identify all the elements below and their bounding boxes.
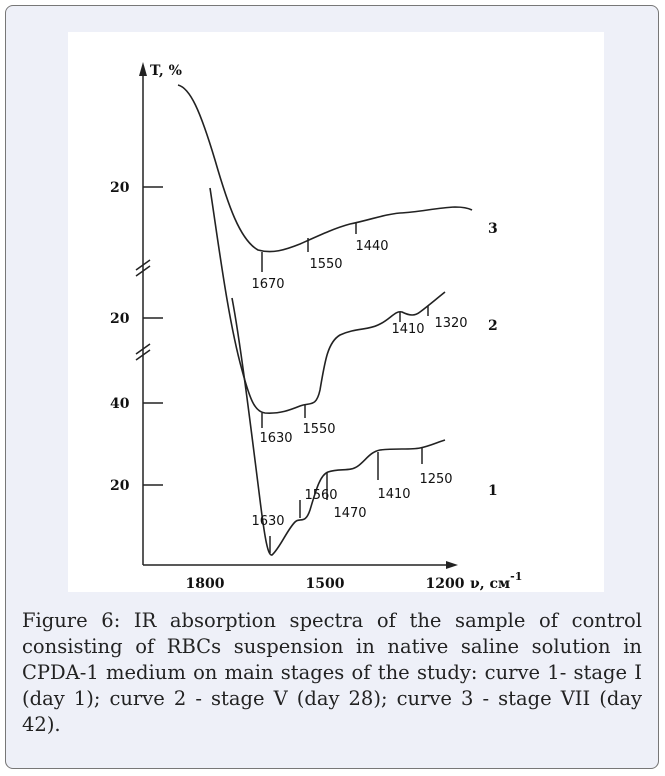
y-tick-label: 20 — [110, 478, 130, 494]
y-arrow — [139, 62, 147, 76]
peak-label: 1550 — [309, 257, 342, 272]
x-tick-label: 1200 — [426, 576, 465, 592]
figure-image: T, % 20 20 40 20 1800 1500 1200 ν, см-1 … — [68, 32, 604, 592]
curve-label: 2 — [488, 318, 498, 334]
x-axis-exponent: -1 — [510, 570, 522, 583]
x-axis-label: ν, см-1 — [470, 570, 522, 592]
spectrum-plot: T, % 20 20 40 20 1800 1500 1200 ν, см-1 … — [110, 62, 522, 592]
axis-break — [135, 265, 151, 277]
peak-label: 1630 — [251, 514, 284, 529]
axis-break — [135, 343, 151, 355]
curve-2 — [209, 187, 446, 414]
peak-label: 1630 — [259, 431, 292, 446]
x-axis-label-text: ν, см — [470, 576, 510, 592]
peak-label: 1320 — [434, 316, 467, 331]
peak-label: 1670 — [251, 277, 284, 292]
x-tick-label: 1500 — [306, 576, 345, 592]
y-tick-label: 20 — [110, 311, 130, 327]
peak-label: 1560 — [304, 488, 337, 503]
curve-label: 3 — [488, 221, 498, 237]
axis-break — [135, 349, 151, 361]
x-arrow — [446, 561, 458, 569]
peak-label: 1410 — [391, 322, 424, 337]
y-axis-label: T, % — [150, 63, 182, 79]
peak-label: 1410 — [377, 487, 410, 502]
x-tick-label: 1800 — [186, 576, 225, 592]
figure-caption: Figure 6: IR absorption spectra of the s… — [22, 609, 642, 736]
curve-label: 1 — [488, 483, 498, 499]
peak-label: 1250 — [419, 472, 452, 487]
curve-3 — [177, 84, 473, 253]
y-tick-label: 20 — [110, 180, 130, 196]
peak-label: 1470 — [333, 506, 366, 521]
axis-break — [135, 259, 151, 271]
y-tick-label: 40 — [110, 396, 130, 412]
peak-label: 1550 — [302, 422, 335, 437]
curve-1 — [231, 297, 446, 556]
peak-label: 1440 — [355, 239, 388, 254]
